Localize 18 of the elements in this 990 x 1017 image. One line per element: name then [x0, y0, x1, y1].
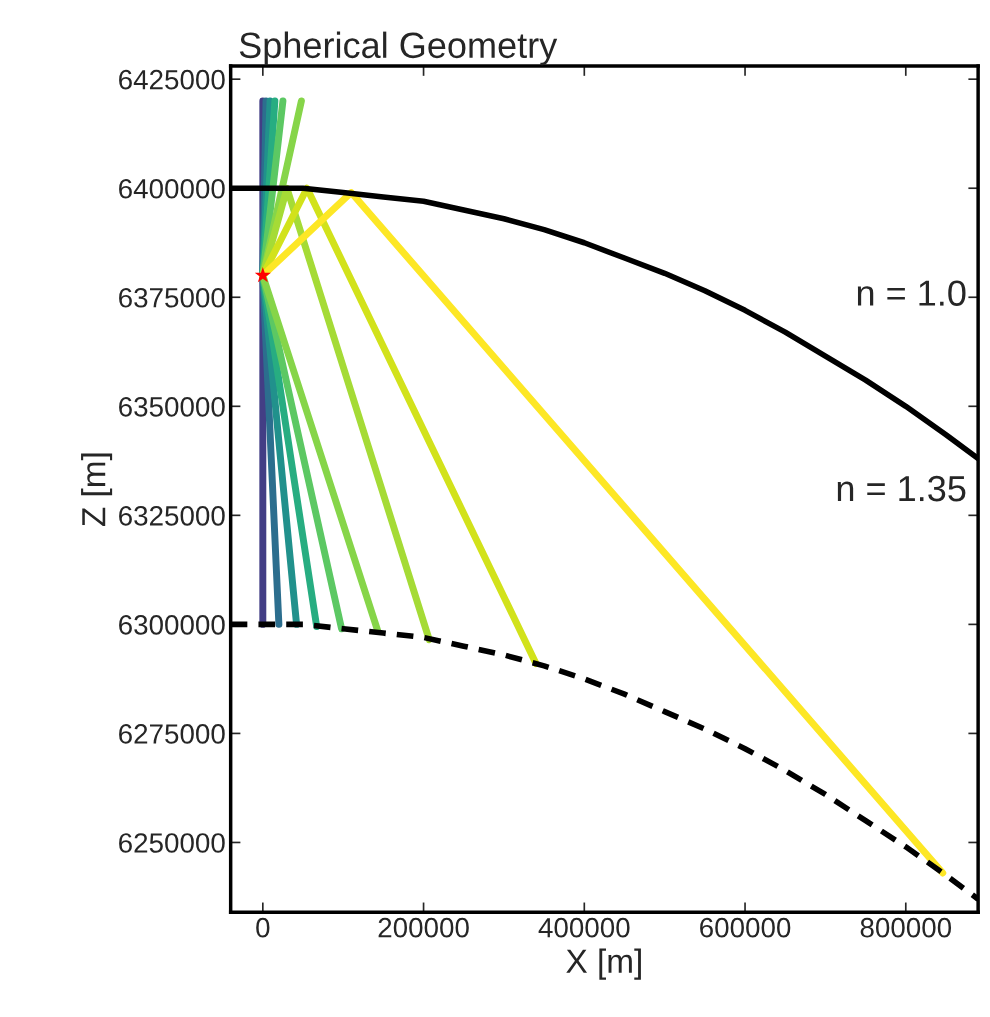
y-tick-label: 6325000: [119, 506, 225, 526]
x-tick-label: 0: [256, 917, 270, 938]
x-tick-label: 800000: [860, 917, 952, 938]
y-tick-label: 6400000: [119, 178, 225, 199]
y-axis-title: Z [m]: [81, 453, 113, 527]
chart-title: Spherical Geometry: [239, 31, 558, 66]
y-tick-label: 6375000: [119, 287, 225, 308]
annotation: n = 1.35: [837, 475, 966, 502]
x-axis-title: X [m]: [566, 948, 641, 980]
y-tick-label: 6275000: [119, 724, 225, 744]
x-tick-label: 200000: [378, 917, 469, 938]
x-tick-label: 400000: [538, 917, 630, 938]
x-tick-label: 600000: [700, 917, 791, 938]
y-tick-label: 6350000: [119, 396, 225, 417]
y-tick-label: 6250000: [119, 833, 225, 853]
y-tick-label: 6425000: [119, 69, 225, 90]
y-tick-label: 6300000: [119, 615, 225, 635]
annotation: n = 1.0: [857, 280, 966, 306]
